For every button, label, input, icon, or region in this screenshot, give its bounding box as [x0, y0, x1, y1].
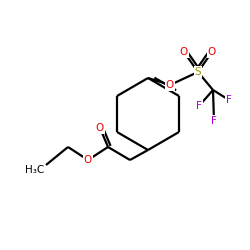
Text: O: O [166, 80, 174, 90]
Text: F: F [196, 101, 202, 111]
Text: O: O [208, 47, 216, 57]
Text: F: F [226, 95, 232, 105]
Text: H₃C: H₃C [25, 165, 44, 175]
Text: S: S [195, 67, 201, 77]
Text: O: O [96, 123, 104, 133]
Text: F: F [211, 116, 217, 126]
Text: O: O [180, 47, 188, 57]
Text: O: O [84, 155, 92, 165]
